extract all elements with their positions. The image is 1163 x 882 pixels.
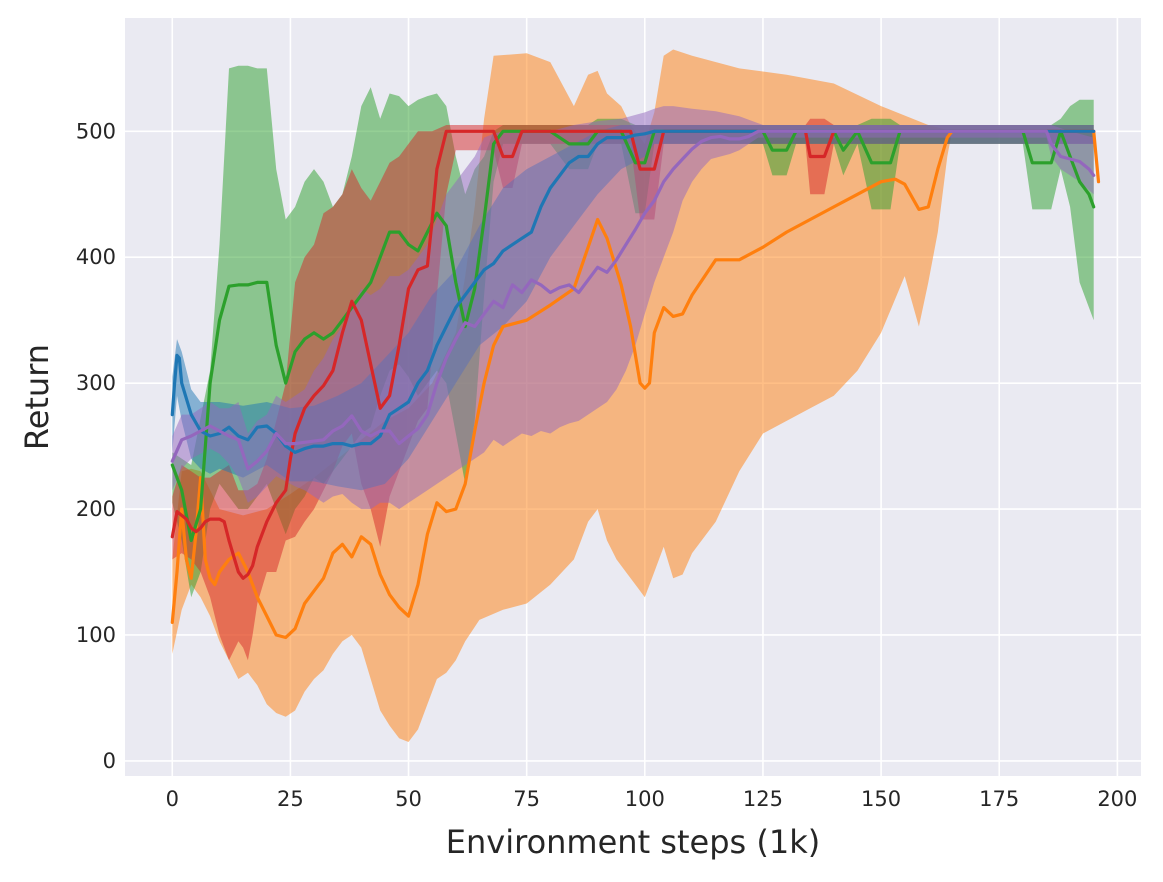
- y-tick-label: 400: [76, 245, 116, 269]
- y-tick-label: 300: [76, 371, 116, 395]
- band-orange: [172, 49, 1094, 742]
- line-green: [170, 129, 1096, 543]
- x-tick-label: 150: [861, 787, 901, 811]
- line-orange: [170, 129, 1101, 640]
- x-tick-label: 200: [1097, 787, 1137, 811]
- x-axis-label: Environment steps (1k): [446, 823, 820, 861]
- y-tick-label: 200: [76, 497, 116, 521]
- x-tick-label: 50: [395, 787, 422, 811]
- line-red: [170, 129, 1096, 580]
- y-tick-label: 100: [76, 623, 116, 647]
- shaded-bands: [172, 49, 1094, 742]
- x-tick-label: 25: [277, 787, 304, 811]
- line-purple: [170, 129, 1096, 471]
- y-tick-label: 0: [103, 749, 116, 773]
- line-blue: [170, 129, 1096, 454]
- x-tick-label: 0: [166, 787, 179, 811]
- x-tick-label: 75: [513, 787, 540, 811]
- y-axis-label: Return: [18, 344, 56, 450]
- x-tick-label: 175: [979, 787, 1019, 811]
- band-red: [172, 118, 1094, 661]
- y-tick-label: 500: [76, 119, 116, 143]
- x-tick-label: 100: [625, 787, 665, 811]
- y-tick-labels: 0 100 200 300 400 500: [76, 119, 116, 773]
- x-tick-label: 125: [743, 787, 783, 811]
- band-purple: [172, 106, 1094, 510]
- series-lines: [170, 129, 1101, 640]
- x-tick-labels: 0 25 50 75 100 125 150 175 200: [166, 787, 1138, 811]
